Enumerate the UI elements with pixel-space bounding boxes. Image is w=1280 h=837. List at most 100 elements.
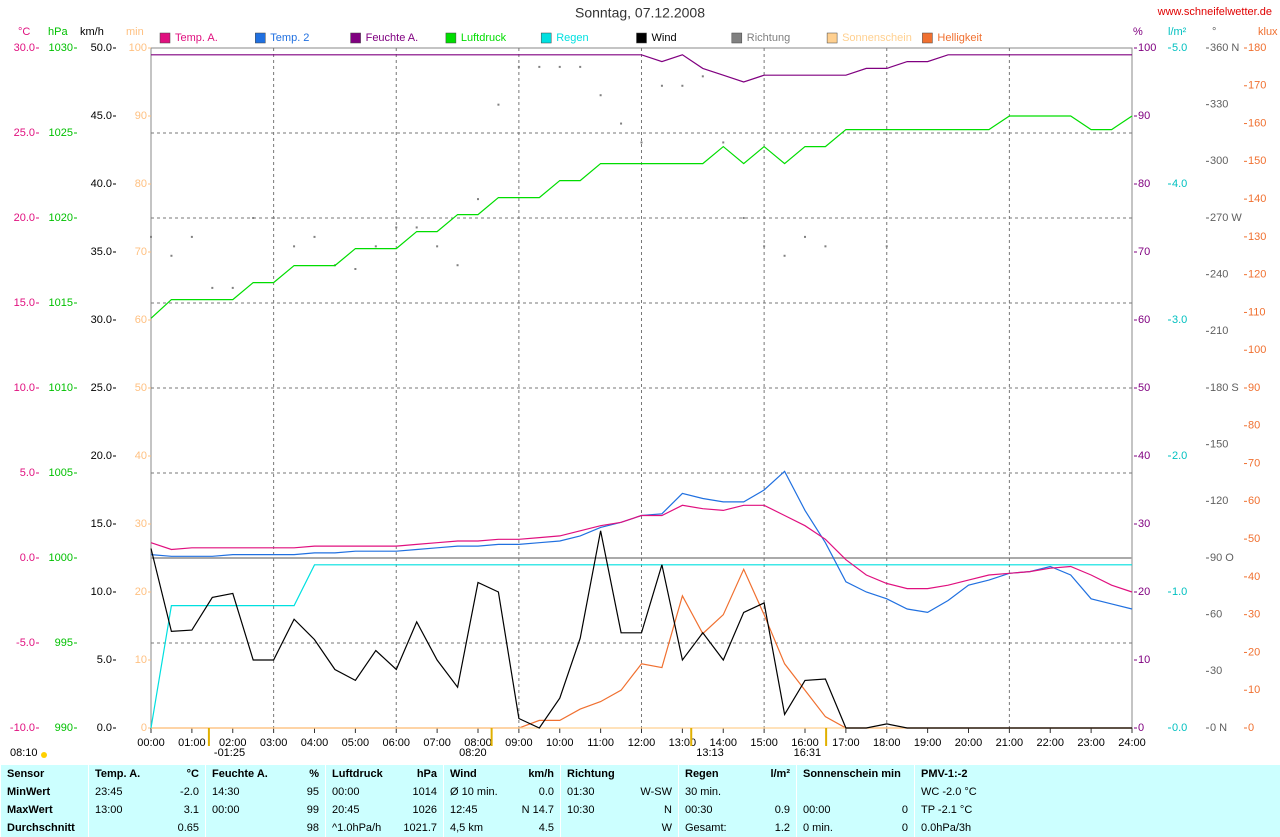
cell-left: MinWert [7, 786, 51, 798]
table-cell: 00:00 1014 [325, 783, 443, 801]
table-cell: 0 min. 0 [796, 819, 914, 837]
y-tick-label: 120 [1210, 495, 1228, 507]
y-tick-label: 995 [55, 637, 73, 649]
y-tick-label: 5.0 [1172, 42, 1187, 54]
y-tick-label: 50 [1138, 382, 1150, 394]
header-label: Regen [685, 768, 719, 780]
cell-left: Gesamt: [685, 822, 727, 834]
y-tick-label: 25.0 [14, 127, 35, 139]
header-unit: l/m² [770, 768, 790, 780]
x-tick-label: 04:00 [301, 737, 329, 749]
y-tick-label: 1.0 [1172, 586, 1187, 598]
series-line [150, 564, 1132, 729]
y-tick-label: 240 [1210, 269, 1228, 281]
y-tick-label: 300 [1210, 155, 1228, 167]
cell-left: 4,5 km [450, 822, 484, 834]
header-label: Feuchte A. [212, 768, 268, 780]
x-tick-label: 11:00 [587, 737, 614, 749]
direction-dot [558, 65, 561, 68]
header-unit: hPa [416, 768, 437, 780]
table-cell: 00:00 99 [205, 801, 325, 819]
direction-dot [579, 65, 582, 68]
cell-left: WC -2.0 °C [921, 786, 977, 798]
legend-label: Sonnenschein [842, 32, 912, 44]
cell-right: 98 [306, 822, 319, 834]
cell-left: Ø 10 min. [450, 786, 498, 798]
direction-dot [354, 268, 357, 270]
cell-left: Durchschnitt [7, 822, 75, 834]
y-tick-label: 30.0 [91, 314, 112, 326]
y-tick-label: 50 [135, 382, 147, 394]
y-tick-label: 1020 [49, 212, 73, 224]
cell-left: 00:30 [685, 804, 713, 816]
row-name: MaxWert [0, 801, 88, 819]
table-cell: 23:45 -2.0 [88, 783, 205, 801]
y-tick-label: 40 [135, 450, 147, 462]
header-label: Wind [450, 768, 477, 780]
y-tick-label: 10 [1248, 684, 1260, 696]
x-tick-label: 19:00 [914, 737, 942, 749]
cell-right: 1026 [412, 804, 437, 816]
direction-dot [231, 286, 234, 289]
direction-dot [538, 65, 541, 68]
table-cell: 4,5 km 4.5 [443, 819, 560, 837]
x-tick-label: 02:00 [219, 737, 247, 749]
legend-swatch [636, 32, 647, 44]
x-tick-label: 21:00 [996, 737, 1024, 749]
direction-dot [313, 235, 316, 238]
cell-left: 23:45 [95, 786, 123, 798]
axis-unit: km/h [80, 26, 104, 38]
legend-swatch [922, 32, 933, 44]
direction-dot [640, 141, 643, 144]
legend-label: Richtung [747, 32, 790, 44]
cell-right: 1021.7 [403, 822, 437, 834]
y-tick-label: 30 [1210, 665, 1222, 677]
header-label: Luftdruck [332, 768, 383, 780]
row-name: Durchschnitt [0, 819, 88, 837]
cell-left: 13:00 [95, 804, 123, 816]
y-tick-label: 10.0 [14, 382, 35, 394]
axis-unit: ° [1212, 26, 1216, 38]
y-tick-label: 0 N [1210, 722, 1227, 734]
y-tick-label: 1030 [49, 42, 73, 54]
direction-dot [293, 245, 296, 248]
y-tick-label: 20 [1248, 646, 1260, 658]
direction-dot [885, 245, 888, 248]
y-tick-label: 180 S [1210, 382, 1239, 394]
y-tick-label: 150 [1210, 439, 1228, 451]
cell-left: 00:00 [803, 804, 831, 816]
direction-dot [783, 254, 786, 257]
y-tick-label: 0.0 [97, 722, 112, 734]
header-cell: PMV-1:-2 [914, 765, 1280, 783]
y-tick-label: 180 [1248, 42, 1266, 54]
table-cell: ^1.0hPa/h 1021.7 [325, 819, 443, 837]
cell-right: 1014 [412, 786, 437, 798]
y-tick-label: 0 [141, 722, 147, 734]
y-tick-label: 70 [135, 246, 147, 258]
y-tick-label: 0 [1248, 722, 1254, 734]
table-cell: 0.0hPa/3h [914, 819, 1280, 837]
x-tick-label: 10:00 [546, 737, 574, 749]
legend-swatch [826, 32, 838, 44]
direction-dot [211, 286, 214, 289]
x-tick-label: 03:00 [260, 737, 288, 749]
header-label: Sensor [7, 768, 45, 780]
x-tick-label: 23:00 [1077, 737, 1105, 749]
header-label: Richtung [567, 768, 615, 780]
table-cell: 30 min. [678, 783, 796, 801]
y-tick-label: 270 W [1210, 212, 1242, 224]
x-tick-label: 08:00 [464, 737, 492, 749]
direction-dot [804, 235, 806, 238]
cell-left: ^1.0hPa/h [332, 822, 382, 834]
direction-dot [415, 226, 418, 229]
y-tick-label: 160 [1248, 117, 1266, 129]
y-tick-label: 40.0 [91, 178, 112, 190]
y-tick-label: 100 [1248, 344, 1266, 356]
cell-left: MaxWert [7, 804, 53, 816]
y-tick-label: 50 [1248, 533, 1260, 545]
cell-left: 20:45 [332, 804, 360, 816]
cell-right: 4.5 [538, 822, 554, 834]
y-tick-label: 5.0 [97, 654, 112, 666]
direction-dot [660, 84, 663, 87]
x-tick-label: 20:00 [955, 737, 983, 749]
